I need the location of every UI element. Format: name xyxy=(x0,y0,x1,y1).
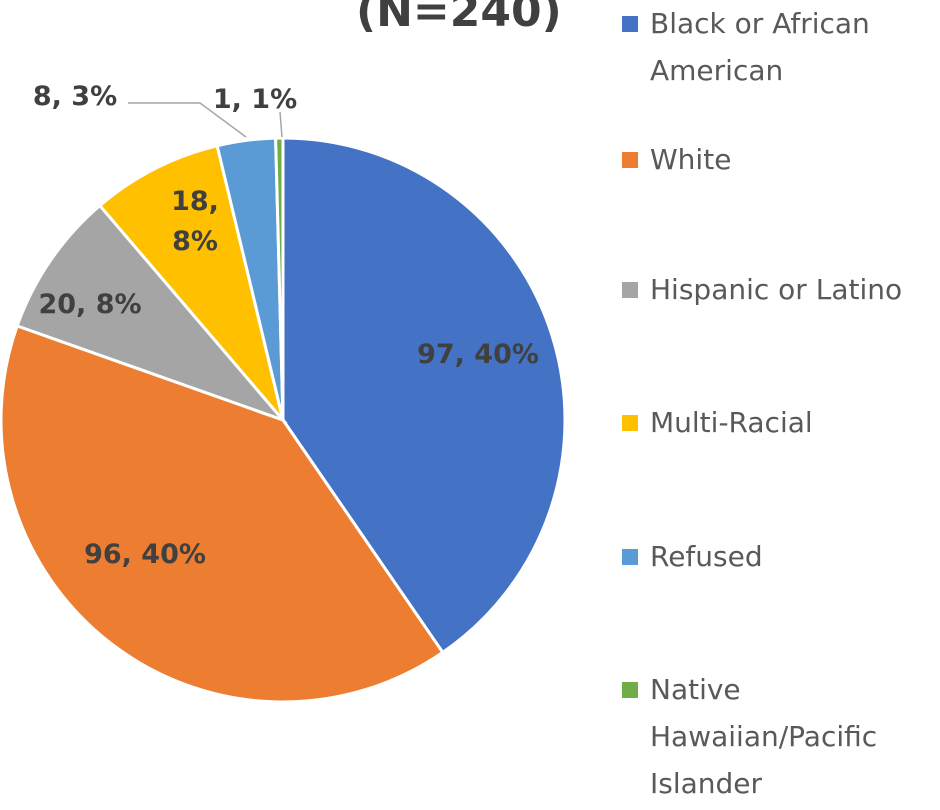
legend-swatch xyxy=(622,682,638,698)
legend-swatch xyxy=(622,282,638,298)
pie-slice xyxy=(281,136,567,655)
legend-swatch xyxy=(622,16,638,32)
data-label: 96, 40% xyxy=(84,539,206,570)
data-label: 20, 8% xyxy=(38,289,142,320)
legend-label: White xyxy=(650,143,732,176)
pie-slice xyxy=(15,203,288,424)
data-label: 8, 3% xyxy=(32,81,118,112)
pie-slice xyxy=(274,136,285,421)
data-label: 97, 40% xyxy=(417,339,539,370)
legend-label: Native Hawaiian/Pacific Islander xyxy=(650,673,878,800)
legend-label: Black or African American xyxy=(650,7,870,87)
data-label: 18, 8% xyxy=(171,186,219,257)
leader-line xyxy=(128,102,247,138)
data-label: 1, 1% xyxy=(212,84,298,115)
pie-slice xyxy=(0,323,445,704)
leader-line xyxy=(279,111,283,138)
legend-swatch xyxy=(622,549,638,565)
pie-slice xyxy=(97,143,285,421)
legend-label: Refused xyxy=(650,540,763,573)
legend-swatch xyxy=(622,152,638,168)
legend-swatch xyxy=(622,415,638,431)
chart-title: (N=240) xyxy=(356,0,562,37)
legend-label: Hispanic or Latino xyxy=(650,273,903,306)
legend-label: Multi-Racial xyxy=(650,406,813,439)
